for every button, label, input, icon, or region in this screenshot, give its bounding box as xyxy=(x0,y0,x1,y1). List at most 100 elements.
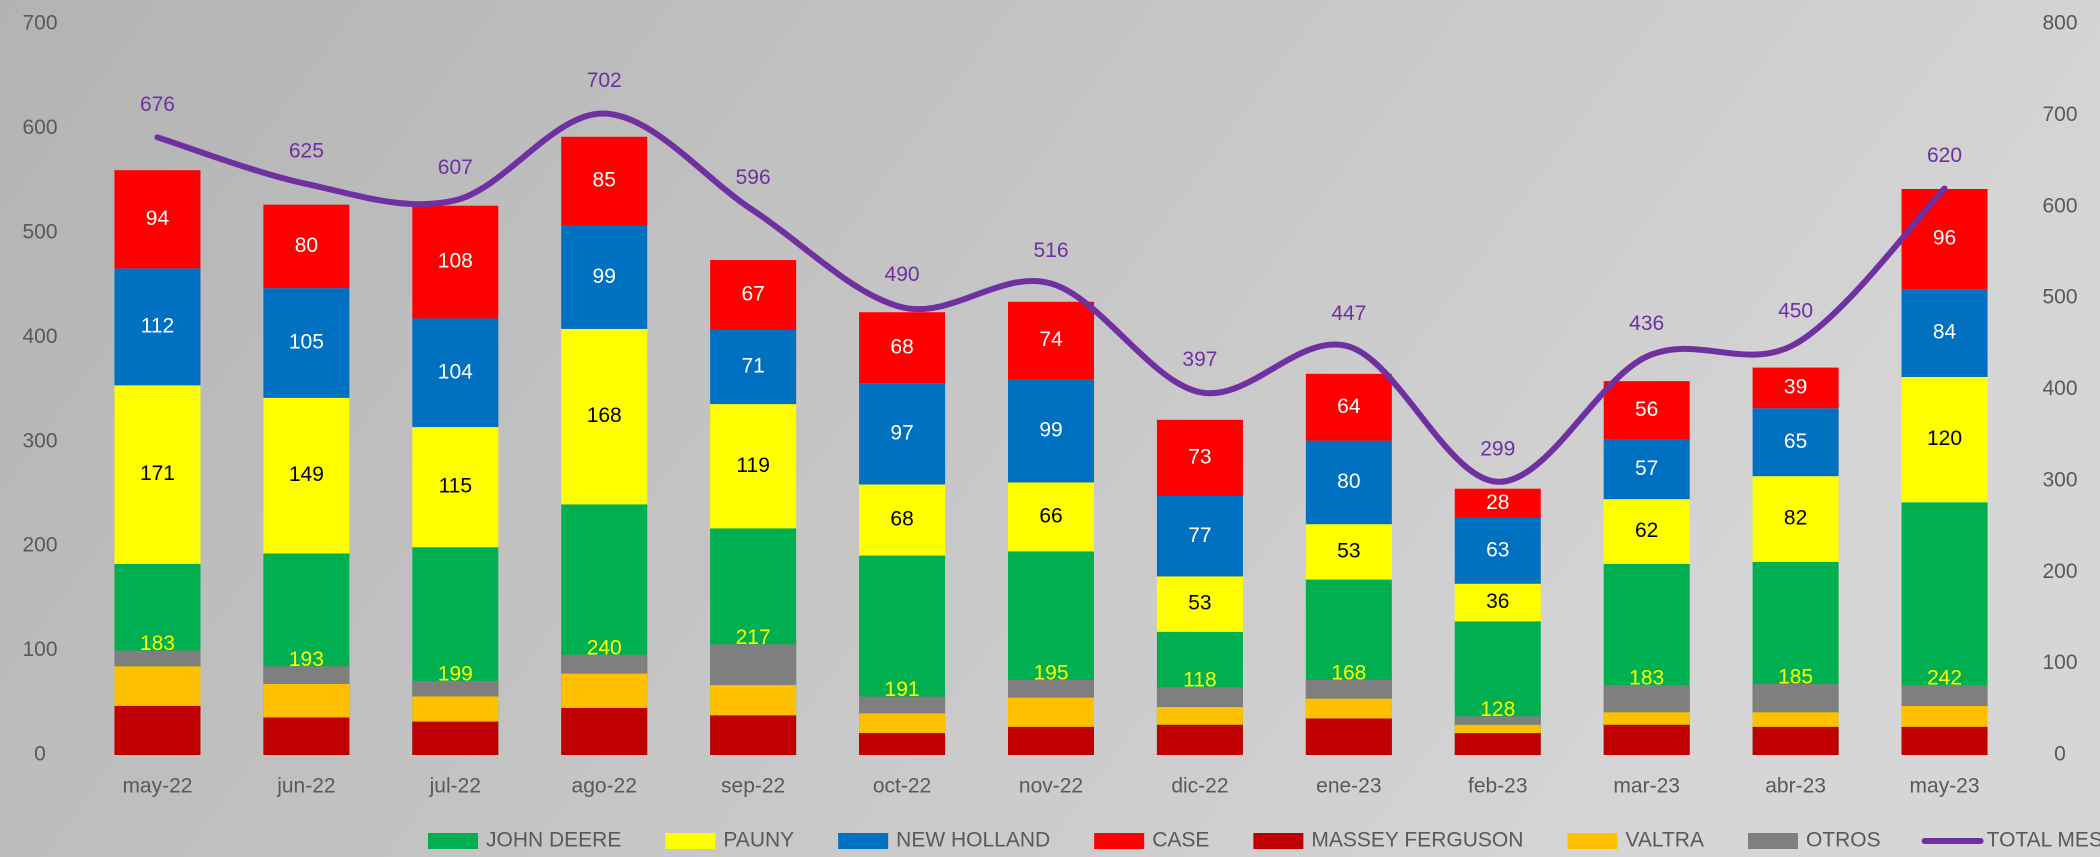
y2-tick-label: 600 xyxy=(2042,194,2077,217)
line-label: 625 xyxy=(289,139,324,162)
y-tick-label: 400 xyxy=(22,325,57,348)
line-label: 299 xyxy=(1480,437,1515,460)
bar-segment xyxy=(561,708,648,755)
line-label: 607 xyxy=(438,156,473,179)
x-tick-label: dic-22 xyxy=(1171,775,1228,798)
legend-label: JOHN DEERE xyxy=(486,829,621,852)
bar-segment xyxy=(561,136,648,226)
data-label: 68 xyxy=(890,508,913,531)
bar-segment xyxy=(263,288,350,398)
data-label: 97 xyxy=(890,421,913,444)
bar-segment xyxy=(1752,476,1839,562)
data-label: 115 xyxy=(439,475,472,498)
data-label: 96 xyxy=(1933,227,1956,250)
legend-swatch xyxy=(838,833,889,849)
data-label: 193 xyxy=(289,648,324,671)
bar-segment xyxy=(859,696,946,714)
data-label: 217 xyxy=(736,626,771,649)
bar-segment xyxy=(1752,408,1839,477)
legend-swatch xyxy=(1253,833,1304,849)
bar-segment xyxy=(1603,439,1690,500)
data-label: 80 xyxy=(1337,470,1360,493)
x-tick-label: ago-22 xyxy=(572,775,637,798)
data-label: 171 xyxy=(140,462,175,485)
bar-segment xyxy=(1454,716,1541,725)
y2-tick-label: 400 xyxy=(2042,377,2077,400)
data-label: 71 xyxy=(741,355,764,378)
y-tick-label: 300 xyxy=(22,429,57,452)
x-tick-label: oct-22 xyxy=(873,775,931,798)
bar-segment xyxy=(859,713,946,734)
legend-label: PAUNY xyxy=(723,829,794,852)
bar-segment xyxy=(1305,440,1392,525)
data-label: 183 xyxy=(1629,667,1664,690)
data-label: 120 xyxy=(1927,427,1962,450)
y-tick-label: 0 xyxy=(34,743,46,766)
bar-segment xyxy=(561,328,648,505)
y-tick-label: 200 xyxy=(22,534,57,557)
bar-segment xyxy=(859,484,946,556)
data-label: 168 xyxy=(587,404,622,427)
data-label: 99 xyxy=(1039,418,1062,441)
bar-segment xyxy=(1156,706,1243,725)
bar-segment xyxy=(1454,733,1541,755)
data-label: 53 xyxy=(1337,539,1360,562)
bar-segment xyxy=(114,385,201,564)
bar-segment xyxy=(710,260,797,330)
bar-segment xyxy=(1901,289,1988,377)
line-label: 436 xyxy=(1629,312,1664,335)
data-label: 128 xyxy=(1480,698,1515,721)
data-label: 39 xyxy=(1784,375,1807,398)
bar-segment xyxy=(1901,376,1988,503)
line-label: 397 xyxy=(1182,348,1217,371)
bar-segment xyxy=(1008,379,1094,483)
data-label: 199 xyxy=(438,662,473,685)
bar-segment xyxy=(114,705,201,755)
line-label: 620 xyxy=(1927,144,1962,167)
bar-segment xyxy=(1454,583,1541,622)
bar-segment xyxy=(859,383,946,485)
data-label: 77 xyxy=(1188,524,1211,547)
bar-segment xyxy=(1008,679,1094,698)
bar-segment xyxy=(1752,726,1839,755)
bar-segment xyxy=(710,715,797,755)
y2-tick-label: 0 xyxy=(2054,743,2066,766)
line-label: 490 xyxy=(885,263,920,286)
bar-segment xyxy=(1156,724,1243,755)
y-tick-label: 500 xyxy=(22,220,57,243)
data-label: 149 xyxy=(289,463,324,486)
data-label: 191 xyxy=(885,678,920,701)
line-label: 596 xyxy=(736,166,771,189)
bar-segment xyxy=(859,733,946,755)
x-tick-label: sep-22 xyxy=(721,775,785,798)
bar-segment xyxy=(561,225,648,329)
bar-segment xyxy=(1603,685,1690,713)
bar-segment xyxy=(1008,697,1094,727)
x-tick-label: jun-22 xyxy=(276,775,335,798)
legend-label: OTROS xyxy=(1806,829,1881,852)
legend-label: TOTAL MES xyxy=(1987,829,2100,852)
bar-segment xyxy=(114,666,201,706)
bar-segment xyxy=(412,318,499,428)
data-label: 74 xyxy=(1039,328,1063,351)
bar-segment xyxy=(1901,685,1988,706)
data-label: 99 xyxy=(593,265,616,288)
x-tick-label: mar-23 xyxy=(1613,775,1680,798)
bar-segment xyxy=(1305,718,1392,755)
data-label: 242 xyxy=(1927,667,1962,690)
bar-segment xyxy=(1156,496,1243,577)
bar-segment xyxy=(1901,726,1988,755)
y-tick-label: 600 xyxy=(22,116,57,139)
bar-segment xyxy=(114,170,201,269)
bar-segment xyxy=(412,680,499,697)
x-tick-label: may-23 xyxy=(1910,775,1980,798)
bar-segment xyxy=(263,204,350,289)
bar-segment xyxy=(1603,724,1690,755)
bar-segment xyxy=(1454,488,1541,518)
bar-segment xyxy=(263,666,350,684)
bar-segment xyxy=(114,650,201,667)
y-tick-label: 100 xyxy=(22,638,57,661)
y2-tick-label: 300 xyxy=(2042,468,2077,491)
data-label: 73 xyxy=(1188,445,1211,468)
bar-segment xyxy=(1305,524,1392,580)
